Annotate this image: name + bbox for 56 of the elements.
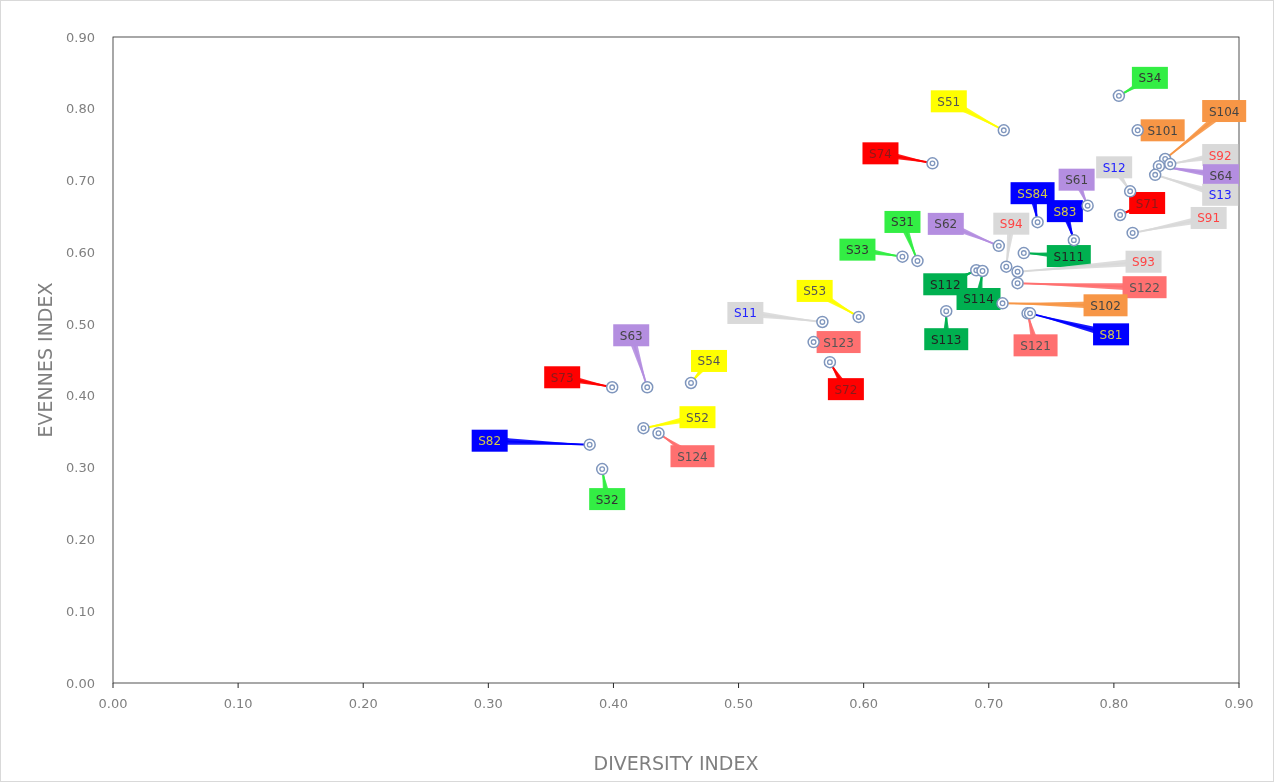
annotation: S83 — [1053, 204, 1077, 219]
y-tick-label: 0.40 — [66, 388, 95, 404]
annotation: S13 — [1208, 188, 1232, 203]
annotation: S91 — [1197, 211, 1221, 226]
x-tick-label: 0.50 — [724, 696, 754, 711]
x-tick-label: 0.10 — [223, 696, 253, 711]
annotation: S93 — [1132, 255, 1155, 270]
annotation: S81 — [1099, 327, 1123, 342]
annotation: S33 — [846, 243, 869, 258]
annotation: SS84 — [1017, 186, 1048, 201]
y-tick-label: 0.50 — [66, 316, 95, 332]
annotation: S64 — [1209, 168, 1233, 183]
x-tick-label: 0.00 — [98, 696, 128, 711]
y-tick-label: 0.20 — [66, 531, 95, 547]
y-tick-label: 0.90 — [66, 29, 95, 45]
annotation: S63 — [619, 328, 643, 343]
annotation: S71 — [1135, 196, 1159, 211]
annotation: S101 — [1147, 123, 1178, 138]
annotation: S12 — [1102, 160, 1126, 175]
annotation: S74 — [869, 146, 892, 161]
x-tick-label: 0.60 — [849, 696, 879, 711]
y-tick-label: 0.80 — [66, 101, 95, 117]
annotation: S52 — [686, 410, 709, 425]
annotation: S123 — [823, 335, 854, 350]
annotation: S122 — [1129, 280, 1160, 295]
annotation: S51 — [937, 94, 961, 109]
annotation: S82 — [478, 434, 502, 449]
y-tick-label: 0.00 — [66, 675, 95, 691]
x-tick-label: 0.30 — [473, 696, 503, 711]
annotation: S102 — [1090, 298, 1121, 313]
annotation: S104 — [1208, 104, 1240, 119]
x-tick-label: 0.20 — [348, 696, 378, 711]
annotation: S94 — [999, 217, 1023, 232]
annotation: S61 — [1065, 173, 1089, 188]
x-tick-label: 0.80 — [1099, 696, 1129, 711]
y-tick-label: 0.30 — [66, 460, 95, 476]
x-tick-label: 0.90 — [1224, 696, 1254, 711]
x-axis-title: DIVERSITY INDEX — [593, 752, 759, 774]
annotation: S53 — [803, 284, 827, 299]
y-tick-label: 0.60 — [66, 244, 95, 260]
annotation: S121 — [1020, 338, 1051, 353]
y-axis-title: EVENNES INDEX — [34, 282, 56, 438]
annotation: S32 — [595, 492, 619, 507]
annotation: S11 — [733, 306, 757, 321]
annotation: S111 — [1053, 249, 1085, 264]
annotation: S114 — [963, 292, 994, 307]
y-tick-label: 0.10 — [66, 603, 95, 619]
annotation: S62 — [934, 217, 958, 232]
annotation: S73 — [550, 370, 574, 385]
annotation: S92 — [1208, 148, 1232, 163]
annotation: S72 — [834, 382, 858, 397]
annotation: S31 — [891, 215, 914, 230]
x-tick-label: 0.40 — [598, 696, 628, 711]
y-tick-label: 0.70 — [66, 173, 95, 189]
annotation: S113 — [930, 332, 962, 347]
x-tick-label: 0.70 — [974, 696, 1004, 711]
